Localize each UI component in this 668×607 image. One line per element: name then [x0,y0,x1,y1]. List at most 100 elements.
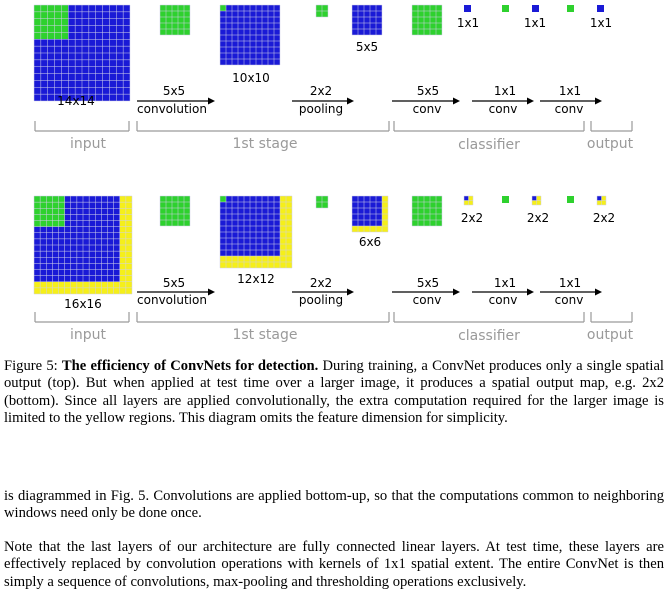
grid-cell [47,46,55,53]
grid-cell [412,17,418,23]
grid-cell [113,220,120,227]
grid-cell [532,200,537,205]
grid-cell [52,196,59,203]
grid-cell [256,59,262,65]
grid-cell [89,275,96,282]
grid-cell [70,275,77,282]
grid-cell [75,80,82,88]
grid-cell [220,208,226,214]
grid-cell [418,17,424,23]
top-bracket-input [34,121,130,132]
grid-cell [184,23,190,29]
grid-cell [262,208,268,214]
top-op-pooling-name: pooling [299,102,343,116]
grid-cell [178,214,184,220]
grid-cell [101,220,108,227]
grid-cell [220,196,226,202]
grid-cell [166,17,172,23]
grid-cell [34,32,41,40]
grid-cell [119,238,126,245]
grid-cell [75,25,82,33]
grid-cell [418,220,424,226]
grid-cell [64,269,71,276]
grid-cell [226,196,232,202]
grid-cell [34,202,41,209]
grid-cell [76,275,83,282]
grid-cell [95,281,102,288]
grid-cell [262,226,268,232]
top-pool-kernel [315,4,329,18]
grid-cell [64,251,71,258]
grid-cell [172,17,178,23]
grid-cell [268,41,274,47]
grid-cell [81,52,89,60]
grid-cell [430,11,436,17]
grid-cell [58,208,65,215]
grid-cell [68,80,76,88]
grid-cell [256,232,262,238]
top-output-label-2: 1x1 [524,16,546,30]
grid-cell [76,232,83,239]
grid-cell [58,238,65,245]
caption-prefix: Figure 5: [4,358,62,374]
grid-cell [81,80,89,88]
grid-cell [178,11,184,17]
grid-cell [382,196,388,202]
grid-cell [83,257,90,264]
grid-cell [412,11,418,17]
grid-cell [250,53,256,59]
grid-cell [70,263,77,270]
grid-cell [220,262,226,268]
grid-cell [116,87,124,95]
grid-cell [358,5,364,11]
grid-cell [70,287,77,294]
grid-cell [52,245,59,252]
grid-cell [54,11,62,19]
grid-cell [113,275,120,282]
grid-cell [244,47,250,53]
grid-cell [109,66,117,74]
grid-cell [58,269,65,276]
top-output-1x1-green-1 [502,5,509,12]
grid-cell [274,23,280,29]
grid-cell [52,238,59,245]
grid-cell [95,214,102,221]
grid-cell [280,250,286,256]
top-bracket-classifier [393,121,585,132]
grid-cell [113,251,120,258]
grid-cell [364,226,370,232]
grid-cell [75,32,82,40]
grid-cell [250,59,256,65]
grid-cell [40,251,47,258]
grid-cell [95,251,102,258]
grid-cell [107,269,114,276]
grid-cell [178,208,184,214]
bottom-pool-size-label: 6x6 [359,235,381,249]
grid-cell [40,269,47,276]
grid-cell [268,35,274,41]
grid-cell [47,59,55,67]
grid-cell [286,250,292,256]
grid-cell [40,214,47,221]
grid-cell [64,214,71,221]
grid-cell [436,202,442,208]
grid-cell [52,214,59,221]
grid-cell [101,226,108,233]
grid-cell [430,196,436,202]
grid-cell [88,94,96,101]
grid-cell [274,35,280,41]
grid-cell [119,220,126,227]
grid-cell [76,245,83,252]
grid-cell [40,275,47,282]
grid-cell [262,59,268,65]
grid-cell [352,29,358,35]
grid-cell [75,46,82,53]
grid-cell [268,29,274,35]
bottom-section-input: input [70,327,107,343]
arrow-head [595,288,602,296]
grid-cell [70,196,77,203]
grid-cell [116,11,124,19]
grid-cell [250,41,256,47]
grid-cell [40,287,47,294]
grid-cell [83,263,90,270]
